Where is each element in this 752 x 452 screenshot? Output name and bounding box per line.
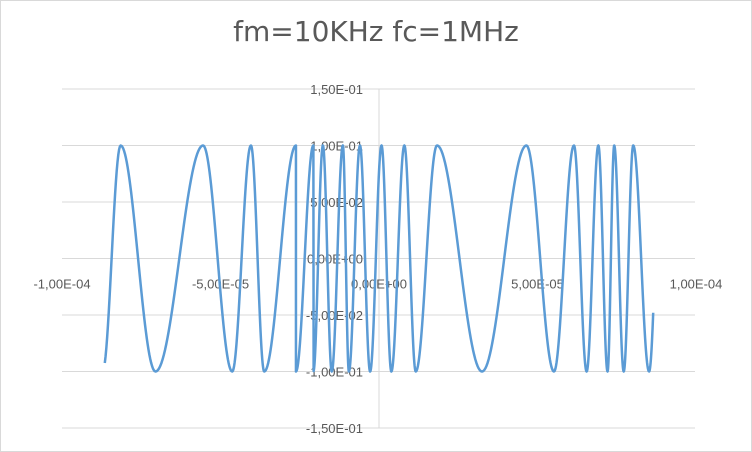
x-tick-label-4: 1,00E-04 (670, 277, 723, 292)
x-tick-label-3: 5,00E-05 (511, 277, 564, 292)
y-tick-label-3: 0,00E+00 (307, 252, 363, 267)
y-tick-label-2: 5,00E-02 (310, 195, 363, 210)
y-tick-label-1: 1,00E-01 (310, 139, 363, 154)
y-tick-label-0: 1,50E-01 (310, 82, 363, 97)
series-line-0 (103, 144, 655, 373)
chart-title: fm=10KHz fc=1MHz (233, 15, 519, 48)
series-layer (103, 144, 655, 373)
x-tick-label-2: 0,00E+00 (351, 277, 407, 292)
gridlines (62, 88, 695, 429)
y-tick-label-6: -1,50E-01 (306, 421, 363, 436)
x-tick-label-0: -1,00E-04 (33, 277, 90, 292)
